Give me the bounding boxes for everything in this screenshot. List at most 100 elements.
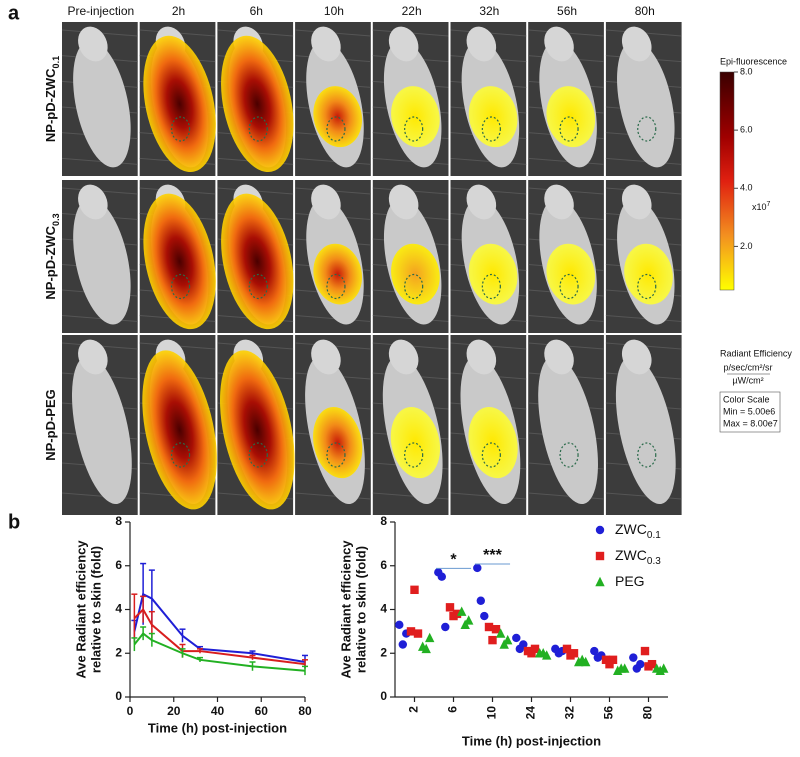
y-tick-label: 0 [115, 689, 122, 703]
colorbar-tick-label: 6.0 [740, 125, 753, 135]
data-point [410, 585, 419, 595]
image-texture [450, 492, 527, 500]
colorbar-tick-label: 8.0 [740, 66, 753, 76]
y-tick-label: 4 [115, 602, 122, 616]
fluorescence [143, 35, 216, 173]
mouse-head [311, 339, 341, 375]
data-point [636, 659, 645, 669]
data-point [542, 650, 552, 660]
x-tick-label: 24 [524, 706, 538, 720]
y-axis-title: relative to skin (fold) [353, 546, 368, 673]
column-header: 2h [172, 4, 185, 18]
mouse-body [615, 355, 676, 505]
x-tick-label: 32 [563, 706, 577, 720]
text-part: ZWC [615, 547, 647, 563]
text-part: PEG [615, 573, 645, 589]
column-header: Pre-injection [67, 4, 134, 18]
mouse-head [388, 339, 419, 375]
fluorescence [221, 193, 294, 330]
mouse-body [71, 355, 132, 505]
data-point [595, 525, 605, 535]
mouse-head [621, 184, 652, 220]
data-point [595, 551, 605, 561]
data-point [562, 644, 572, 654]
tumor-outline [248, 116, 268, 142]
significance-label: *** [483, 547, 502, 564]
colorbar-tick-label: 2.0 [740, 241, 753, 251]
mouse-head [466, 184, 497, 220]
tumor-outline [559, 442, 579, 468]
data-point [484, 622, 494, 632]
column-header: 32h [479, 4, 499, 18]
colorbar-tick-label: 4.0 [740, 183, 753, 193]
line-series [133, 592, 306, 663]
y-tick-label: 8 [115, 514, 122, 528]
fluorescence [468, 86, 518, 148]
data-point [457, 606, 467, 616]
text-part: 0.3 [51, 213, 61, 226]
mouse-head [388, 184, 419, 220]
data-point [488, 635, 497, 645]
scale-title: Color Scale [723, 394, 770, 404]
fluorescence [313, 407, 363, 479]
image-texture [61, 157, 138, 165]
column-header: 10h [324, 4, 344, 18]
x-axis-title: Time (h) post-injection [148, 720, 287, 735]
text-part: 0.3 [647, 556, 661, 567]
data-point [629, 653, 638, 662]
mouse-head [311, 26, 341, 62]
y-tick-label: 4 [380, 602, 387, 616]
tumor-outline [248, 442, 268, 468]
x-tick-label: 0 [127, 704, 134, 718]
data-point [640, 646, 650, 656]
data-point [620, 663, 630, 673]
y-tick-label: 8 [380, 514, 387, 528]
scale-max: Max = 8.00e7 [723, 418, 778, 428]
image-texture [295, 492, 371, 500]
y-axis-title: Ave Radiant efficiency [338, 540, 353, 679]
fluorescence [142, 350, 217, 510]
fluorescence [546, 86, 596, 148]
tumor-outline [326, 273, 346, 300]
unit-numerator: p/sec/cm²/sr [723, 362, 772, 372]
tumor-outline [481, 442, 501, 468]
mouse-body [73, 198, 131, 325]
legend-label: ZWC0.1 [615, 521, 661, 541]
fluorescence [624, 243, 673, 305]
mouse-head [544, 184, 574, 220]
fluorescence [468, 407, 518, 479]
tumor-outline [559, 116, 579, 142]
mouse-head [78, 339, 108, 375]
image-texture [372, 492, 449, 500]
x-tick-label: 56 [602, 706, 616, 720]
data-point [464, 615, 474, 625]
data-point [480, 611, 489, 621]
y-tick-label: 6 [380, 558, 387, 572]
fluorescence [313, 86, 363, 148]
x-tick-label: 6 [446, 706, 460, 713]
mouse-head [78, 26, 108, 62]
tumor-outline [481, 273, 501, 300]
colorbar [719, 71, 735, 291]
mouse-body [73, 40, 131, 168]
text-part: x10 [752, 202, 767, 212]
text-part: ZWC [615, 521, 647, 537]
x-tick-label: 10 [485, 706, 499, 720]
x-tick-label: 40 [211, 704, 225, 718]
data-point [437, 572, 446, 581]
image-texture [450, 157, 527, 165]
data-point [491, 624, 501, 634]
data-point [476, 596, 485, 605]
scale-min: Min = 5.00e6 [723, 406, 775, 416]
text-part: 7 [767, 201, 771, 208]
text-part: NP-pD-ZWC [43, 225, 58, 299]
image-texture [372, 315, 449, 322]
y-axis-title: relative to skin (fold) [88, 546, 103, 673]
tumor-outline [326, 116, 346, 142]
x-axis-title: Time (h) post-injection [462, 733, 601, 748]
fluorescence [546, 243, 596, 305]
image-texture [450, 315, 527, 322]
x-tick-label: 20 [167, 704, 181, 718]
y-tick-label: 2 [380, 645, 387, 659]
tumor-outline [481, 116, 501, 142]
